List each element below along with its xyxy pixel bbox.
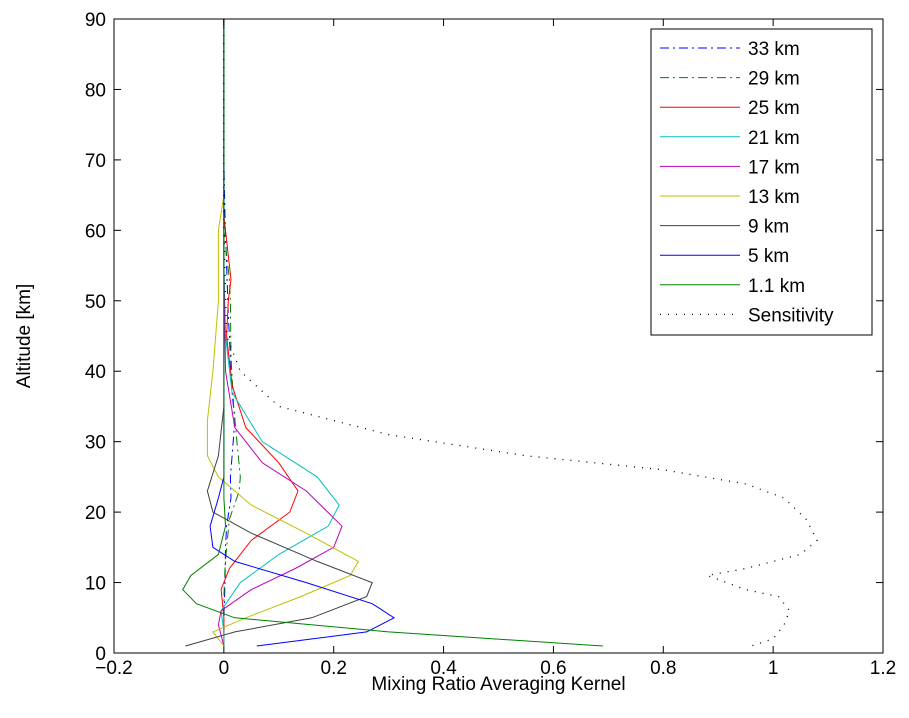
legend-label: Sensitivity bbox=[748, 305, 834, 326]
y-tick-label: 50 bbox=[85, 292, 106, 313]
legend-label: 13 km bbox=[748, 187, 800, 208]
x-tick-label: 0 bbox=[219, 658, 230, 679]
legend-label: 29 km bbox=[748, 69, 800, 90]
legend-label: 33 km bbox=[748, 39, 800, 60]
legend-label: 9 km bbox=[748, 217, 789, 238]
y-tick-label: 20 bbox=[85, 503, 106, 524]
y-tick-label: 10 bbox=[85, 574, 106, 595]
y-tick-label: 30 bbox=[85, 433, 106, 454]
y-tick-label: 0 bbox=[95, 644, 106, 665]
legend-label: 5 km bbox=[748, 246, 789, 267]
y-tick-label: 80 bbox=[85, 80, 106, 101]
y-tick-label: 90 bbox=[85, 10, 106, 31]
x-tick-label: 0.8 bbox=[650, 658, 676, 679]
legend-label: 21 km bbox=[748, 128, 800, 149]
x-tick-label: 0.2 bbox=[321, 658, 347, 679]
legend-label: 25 km bbox=[748, 98, 800, 119]
y-tick-label: 40 bbox=[85, 362, 106, 383]
y-tick-label: 70 bbox=[85, 151, 106, 172]
legend: 33 km 29 km 25 km 21 km 17 km 13 km 9 km 5 km 1.… bbox=[651, 29, 872, 335]
x-tick-label: 1.2 bbox=[870, 658, 896, 679]
y-tick-label: 60 bbox=[85, 221, 106, 242]
legend-label: 17 km bbox=[748, 157, 800, 178]
legend-label: 1.1 km bbox=[748, 276, 805, 297]
x-tick-label: 1 bbox=[768, 658, 779, 679]
x-axis-label: Mixing Ratio Averaging Kernel bbox=[371, 674, 625, 695]
y-axis-label: Altitude [km] bbox=[14, 284, 35, 389]
